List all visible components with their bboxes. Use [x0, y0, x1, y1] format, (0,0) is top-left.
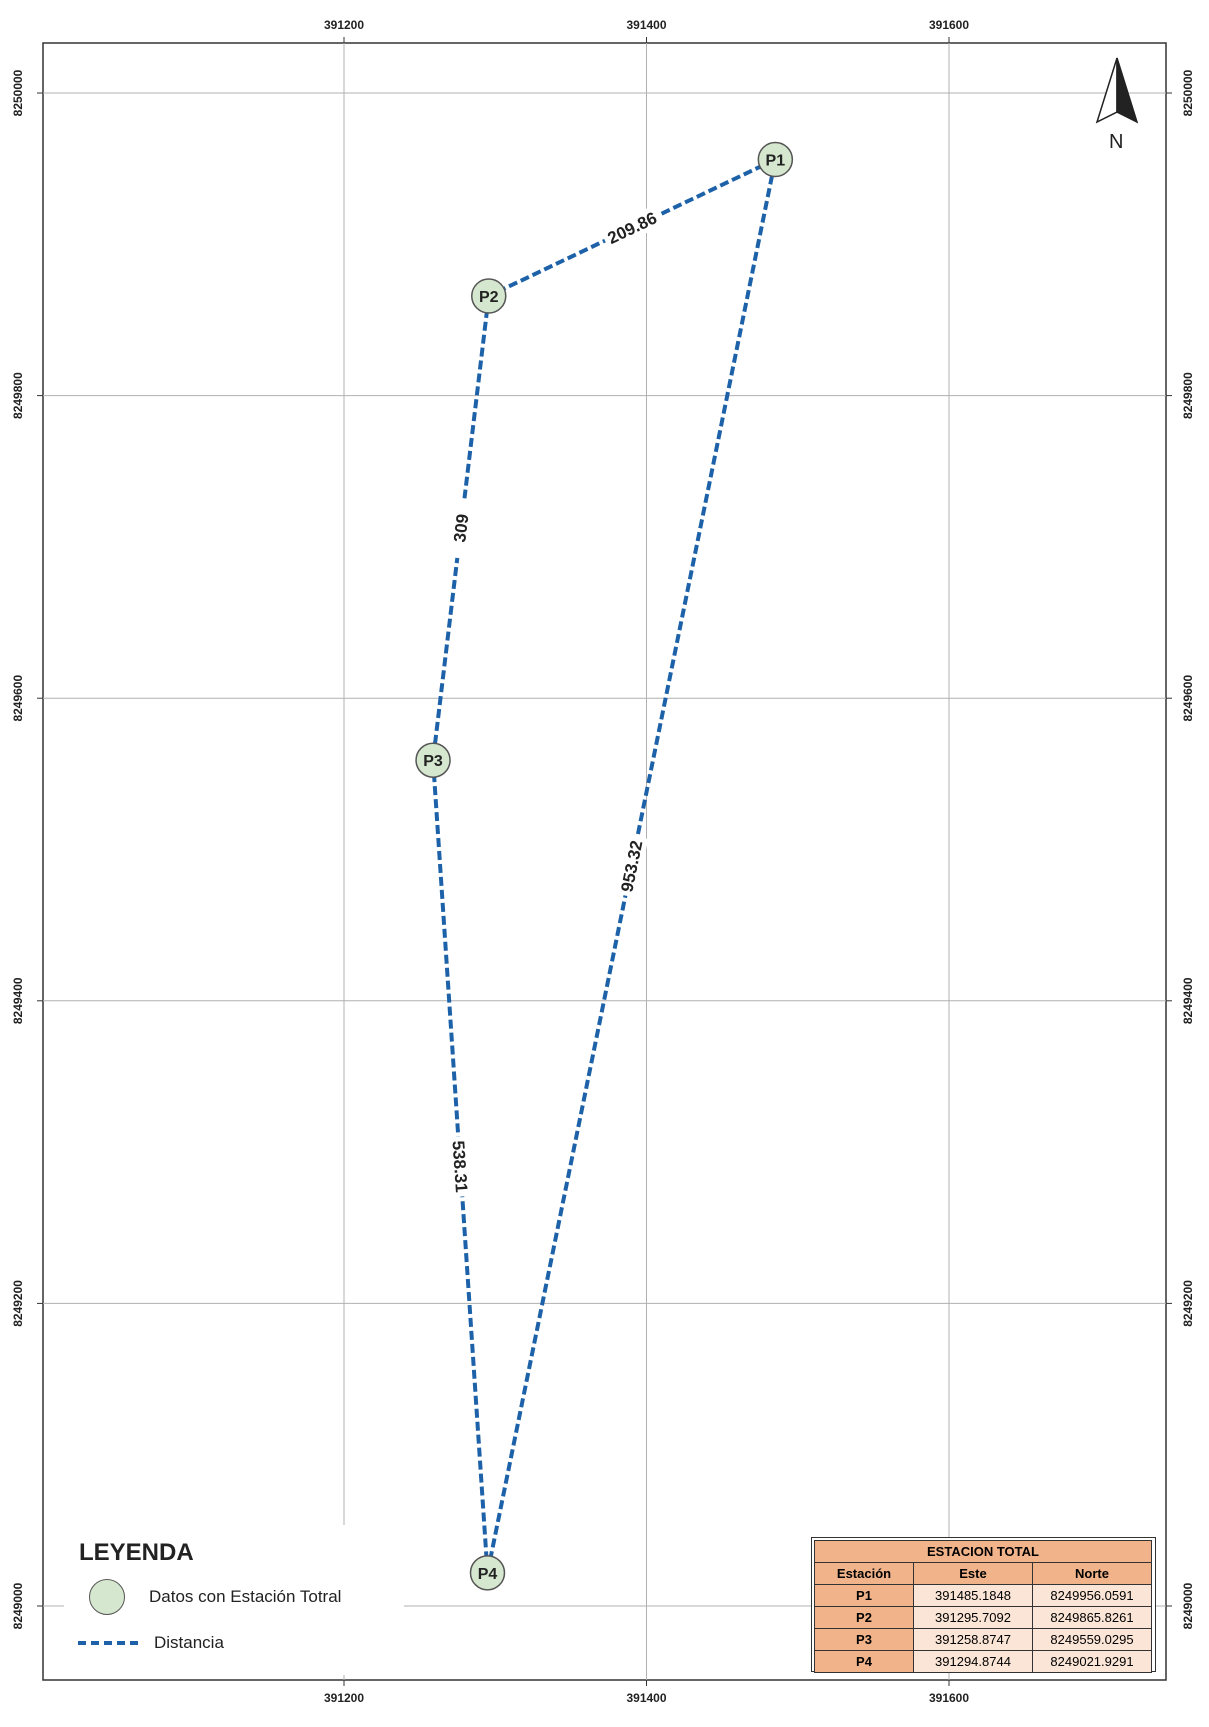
- distance-label-bg: [446, 496, 476, 560]
- x-tick-label-bottom: 391200: [324, 1691, 364, 1705]
- y-tick-label-left: 8249800: [11, 372, 25, 419]
- table-row: P3 391258.8747 8249559.0295: [814, 1628, 1152, 1651]
- y-tick-label-right: 8249200: [1181, 1280, 1195, 1327]
- table-cell: 391295.7092: [913, 1606, 1033, 1629]
- x-tick-label-bottom: 391400: [626, 1691, 666, 1705]
- station-circle-icon: [89, 1579, 125, 1615]
- y-tick-label-left: 8249600: [11, 675, 25, 722]
- table-cell: 391294.8744: [913, 1650, 1033, 1673]
- distance-label-bg: [600, 204, 664, 251]
- distance-label-bg: [447, 1135, 474, 1198]
- stations: P1 P2 P3 P4: [415, 141, 794, 1591]
- station-label: P3: [423, 753, 443, 770]
- table-cell: P1: [814, 1584, 914, 1607]
- north-letter: N: [1109, 131, 1123, 153]
- station-label: P2: [479, 289, 499, 306]
- station-marker: [757, 141, 794, 178]
- dashed-line-icon: [78, 1641, 138, 1645]
- legend: LEYENDA Datos con Estación Totral Distan…: [64, 1525, 404, 1675]
- x-tick-label-top: 391200: [324, 18, 364, 32]
- distance-lines: [431, 157, 778, 1574]
- table-cell: 8249865.8261: [1032, 1606, 1152, 1629]
- y-tick-label-right: 8249400: [1181, 977, 1195, 1024]
- y-tick-label-left: 8250000: [11, 69, 25, 116]
- table-cell: 8249559.0295: [1032, 1628, 1152, 1651]
- legend-item-distance: Distancia: [64, 1633, 224, 1653]
- y-tick-label-right: 8249600: [1181, 675, 1195, 722]
- grid-lines: [43, 43, 1166, 1680]
- distance-label: 309: [450, 513, 472, 543]
- table-title: ESTACION TOTAL: [814, 1540, 1152, 1563]
- station-marker: [471, 278, 507, 314]
- x-tick-label-bottom: 391600: [929, 1691, 969, 1705]
- station-marker: [415, 742, 451, 778]
- y-tick-label-left: 8249200: [11, 1280, 25, 1327]
- distance-label: 209.86: [605, 208, 660, 248]
- legend-item-label: Distancia: [154, 1633, 224, 1652]
- table-cell: 391485.1848: [913, 1584, 1033, 1607]
- y-tick-label-left: 8249400: [11, 977, 25, 1024]
- table-row: P2 391295.7092 8249865.8261: [814, 1606, 1152, 1629]
- station-label: P4: [478, 1566, 498, 1583]
- x-tick-label-top: 391600: [929, 18, 969, 32]
- table-cell: P3: [814, 1628, 914, 1651]
- table-cell: 391258.8747: [913, 1628, 1033, 1651]
- y-tick-label-right: 8249800: [1181, 372, 1195, 419]
- legend-item-station: Datos con Estación Totral: [64, 1579, 341, 1615]
- table-row: P4 391294.8744 8249021.9291: [814, 1650, 1152, 1673]
- table-cell: P4: [814, 1650, 914, 1673]
- table-header: Norte: [1032, 1562, 1152, 1585]
- table-cell: 8249956.0591: [1032, 1584, 1152, 1607]
- y-tick-label-left: 8249000: [11, 1582, 25, 1629]
- table-row: P1 391485.1848 8249956.0591: [814, 1584, 1152, 1607]
- x-tick-label-top: 391400: [626, 18, 666, 32]
- distance-label: 538.31: [449, 1140, 471, 1193]
- north-arrow: N: [1095, 57, 1139, 153]
- station-label: P1: [766, 152, 786, 169]
- map-frame: [42, 42, 1167, 1681]
- y-tick-label-right: 8249000: [1181, 1582, 1195, 1629]
- legend-item-label: Datos con Estación Totral: [149, 1587, 342, 1606]
- table-cell: 8249021.9291: [1032, 1650, 1152, 1673]
- north-arrow-dark-half: [1116, 57, 1139, 124]
- y-tick-label-right: 8250000: [1181, 69, 1195, 116]
- table-header: Este: [913, 1562, 1033, 1585]
- coordinate-ticks: 391200 391200 391400 391400 391600 391600 8250…: [11, 18, 1195, 1705]
- legend-title: LEYENDA: [79, 1539, 194, 1566]
- table-header: Estación: [814, 1562, 914, 1585]
- north-arrow-icon: [1095, 57, 1118, 124]
- station-marker: [469, 1555, 506, 1591]
- table-cell: P2: [814, 1606, 914, 1629]
- station-table: ESTACION TOTAL Estación Este Norte P1 39…: [814, 1540, 1152, 1673]
- distance-label-bg: [614, 834, 649, 898]
